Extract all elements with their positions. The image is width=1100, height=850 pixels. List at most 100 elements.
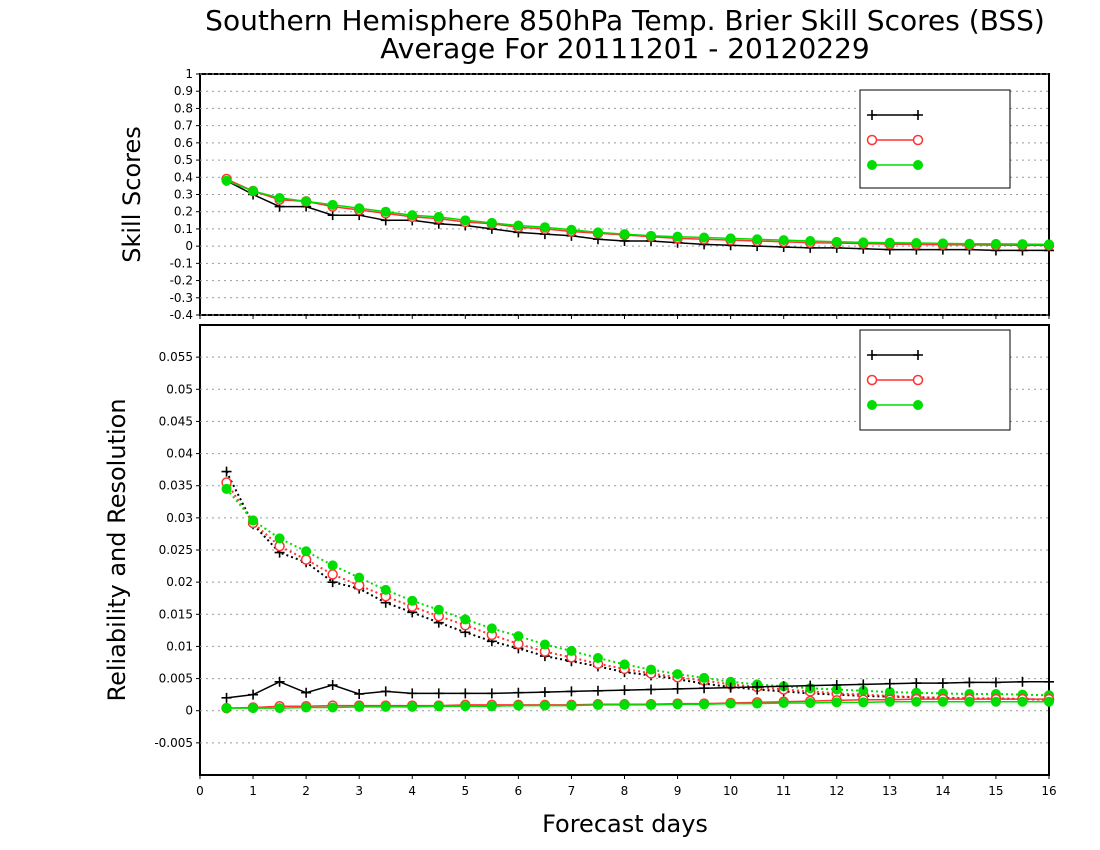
data-point bbox=[752, 698, 763, 709]
data-point bbox=[354, 572, 365, 583]
legend-marker bbox=[866, 374, 878, 386]
series-line bbox=[226, 680, 1049, 699]
data-point bbox=[1017, 676, 1028, 687]
data-point bbox=[778, 235, 789, 246]
data-point bbox=[327, 210, 338, 221]
data-point bbox=[646, 699, 657, 710]
legend-marker bbox=[866, 134, 878, 146]
data-point bbox=[831, 680, 842, 690]
data-point bbox=[221, 466, 232, 477]
series-reliability-plus bbox=[221, 676, 1054, 703]
y-tick-label: 0.015 bbox=[159, 607, 193, 621]
data-point bbox=[407, 595, 418, 606]
data-point bbox=[486, 701, 497, 712]
series-resolution-circle-filled bbox=[221, 483, 1054, 701]
legend-marker bbox=[867, 400, 877, 410]
data-point bbox=[592, 685, 603, 696]
data-point bbox=[619, 685, 630, 696]
x-tick-label: 5 bbox=[461, 784, 469, 798]
data-point bbox=[433, 701, 444, 712]
data-point bbox=[805, 698, 816, 708]
x-tick-label: 9 bbox=[674, 784, 682, 798]
y-axis-label: Skill Scores bbox=[118, 126, 146, 263]
data-point bbox=[619, 229, 630, 240]
y-tick-label: 0.055 bbox=[159, 350, 193, 364]
x-tick-label: 14 bbox=[935, 784, 950, 798]
y-tick-label: 0.2 bbox=[174, 205, 193, 219]
data-point bbox=[539, 700, 550, 711]
data-point bbox=[699, 683, 710, 694]
data-point bbox=[407, 210, 418, 221]
data-point bbox=[274, 676, 285, 687]
legend bbox=[859, 89, 1011, 189]
y-tick-label: -0.4 bbox=[170, 308, 193, 322]
data-point bbox=[274, 533, 285, 544]
data-point bbox=[592, 653, 603, 663]
data-point bbox=[301, 687, 312, 698]
data-point bbox=[354, 701, 365, 712]
data-point bbox=[539, 222, 550, 233]
data-point bbox=[566, 224, 577, 235]
data-point bbox=[725, 698, 736, 709]
series-resolution-circle-open bbox=[221, 477, 1055, 706]
data-point bbox=[964, 696, 975, 707]
x-tick-label: 6 bbox=[515, 784, 523, 798]
data-point bbox=[1044, 696, 1054, 707]
data-point bbox=[937, 238, 948, 249]
series-reliability-circle-filled bbox=[221, 696, 1054, 714]
data-point bbox=[327, 702, 338, 713]
y-tick-label: 0.01 bbox=[166, 639, 193, 653]
data-point bbox=[407, 701, 418, 712]
legend-marker bbox=[912, 134, 924, 146]
y-tick-label: 0.045 bbox=[159, 414, 193, 428]
y-tick-label: 0.3 bbox=[174, 188, 193, 202]
data-point bbox=[592, 227, 603, 238]
data-point bbox=[539, 687, 550, 698]
legend-marker bbox=[867, 350, 877, 360]
data-point bbox=[1017, 696, 1028, 707]
data-point bbox=[1017, 239, 1028, 250]
data-point bbox=[274, 192, 285, 203]
legend-marker bbox=[913, 160, 923, 170]
x-tick-label: 16 bbox=[1041, 784, 1056, 798]
data-point bbox=[327, 569, 338, 580]
data-point bbox=[831, 697, 842, 708]
data-point bbox=[646, 664, 657, 675]
series-line bbox=[225, 471, 1050, 701]
data-point bbox=[592, 699, 603, 710]
data-point bbox=[884, 237, 895, 248]
data-point bbox=[805, 235, 816, 246]
data-point bbox=[805, 680, 816, 691]
y-tick-label: 0.005 bbox=[159, 672, 193, 686]
data-point bbox=[646, 684, 657, 695]
data-point bbox=[990, 238, 1001, 249]
data-point bbox=[460, 701, 471, 712]
data-point bbox=[1044, 676, 1054, 687]
y-tick-label: 0.4 bbox=[174, 170, 193, 184]
data-point bbox=[699, 232, 710, 243]
x-axis-label: Forecast days bbox=[542, 810, 708, 838]
series-line bbox=[226, 180, 1050, 246]
y-tick-label: 0.05 bbox=[166, 382, 193, 396]
chart-title-line-1: Southern Hemisphere 850hPa Temp. Brier S… bbox=[205, 4, 1045, 37]
data-point bbox=[327, 560, 338, 571]
data-point bbox=[858, 679, 869, 690]
data-point bbox=[300, 554, 312, 565]
data-point bbox=[752, 234, 763, 245]
data-point bbox=[1044, 239, 1054, 250]
x-tick-label: 2 bbox=[302, 784, 310, 798]
data-point bbox=[699, 699, 710, 710]
data-point bbox=[937, 696, 948, 707]
data-point bbox=[513, 631, 524, 642]
legend-marker bbox=[867, 110, 877, 120]
data-point bbox=[274, 703, 285, 714]
reliability-resolution-panel: -0.005 0 0.005 0.01 0.015 0.02 0.025 0.03 0.035 0… bbox=[103, 324, 1057, 798]
data-point bbox=[884, 678, 895, 689]
data-point bbox=[221, 692, 232, 703]
y-tick-label: 0.1 bbox=[174, 222, 193, 236]
data-point bbox=[513, 687, 524, 698]
y-tick-label: 0.02 bbox=[166, 575, 193, 589]
data-point bbox=[327, 199, 338, 210]
legend-box bbox=[859, 89, 1011, 189]
